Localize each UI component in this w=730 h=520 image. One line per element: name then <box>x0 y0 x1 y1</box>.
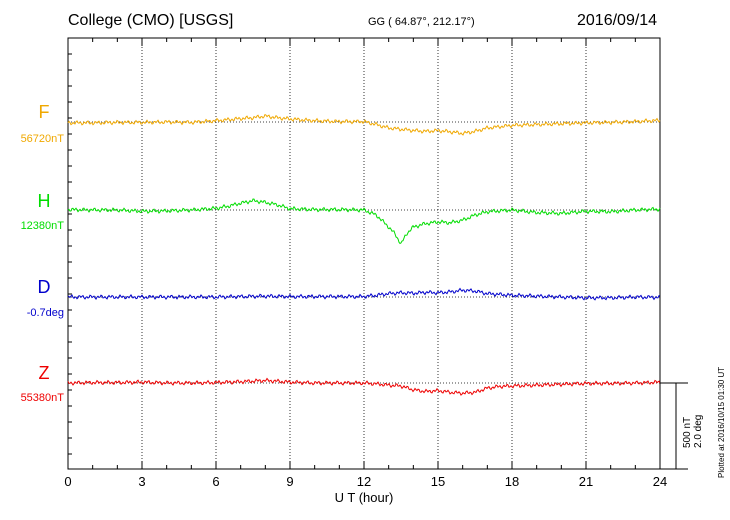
trace-f <box>67 113 661 136</box>
component-label-f: F <box>39 102 50 122</box>
x-tick-label: 18 <box>505 474 519 489</box>
trace-z <box>67 377 661 396</box>
baseline-value-f: 56720nT <box>21 133 65 145</box>
trace-h <box>67 198 661 245</box>
x-tick-label: 9 <box>286 474 293 489</box>
component-label-d: D <box>38 277 51 297</box>
baseline-value-d: -0.7deg <box>27 307 64 319</box>
x-tick-label: 24 <box>653 474 667 489</box>
component-label-z: Z <box>39 363 50 383</box>
scale-bar-label-deg: 2.0 deg <box>693 415 704 448</box>
x-tick-label: 3 <box>138 474 145 489</box>
component-label-h: H <box>38 191 51 211</box>
x-axis-title: U T (hour) <box>335 490 394 505</box>
plotted-timestamp: Plotted at 2016/10/15 01:30 UT <box>717 367 726 478</box>
x-tick-label: 6 <box>212 474 219 489</box>
chart-title: College (CMO) [USGS] <box>68 12 234 29</box>
baseline-value-h: 12380nT <box>21 220 65 232</box>
scale-bar-label-nt: 500 nT <box>682 417 693 448</box>
baseline-value-z: 55380nT <box>21 392 65 404</box>
x-tick-label: 0 <box>64 474 71 489</box>
trace-d <box>67 287 661 301</box>
x-tick-label: 12 <box>357 474 371 489</box>
geographic-coordinates: GG ( 64.87°, 212.17°) <box>368 16 475 28</box>
x-tick-label: 21 <box>579 474 593 489</box>
chart-date: 2016/09/14 <box>577 12 658 29</box>
x-tick-label: 15 <box>431 474 445 489</box>
